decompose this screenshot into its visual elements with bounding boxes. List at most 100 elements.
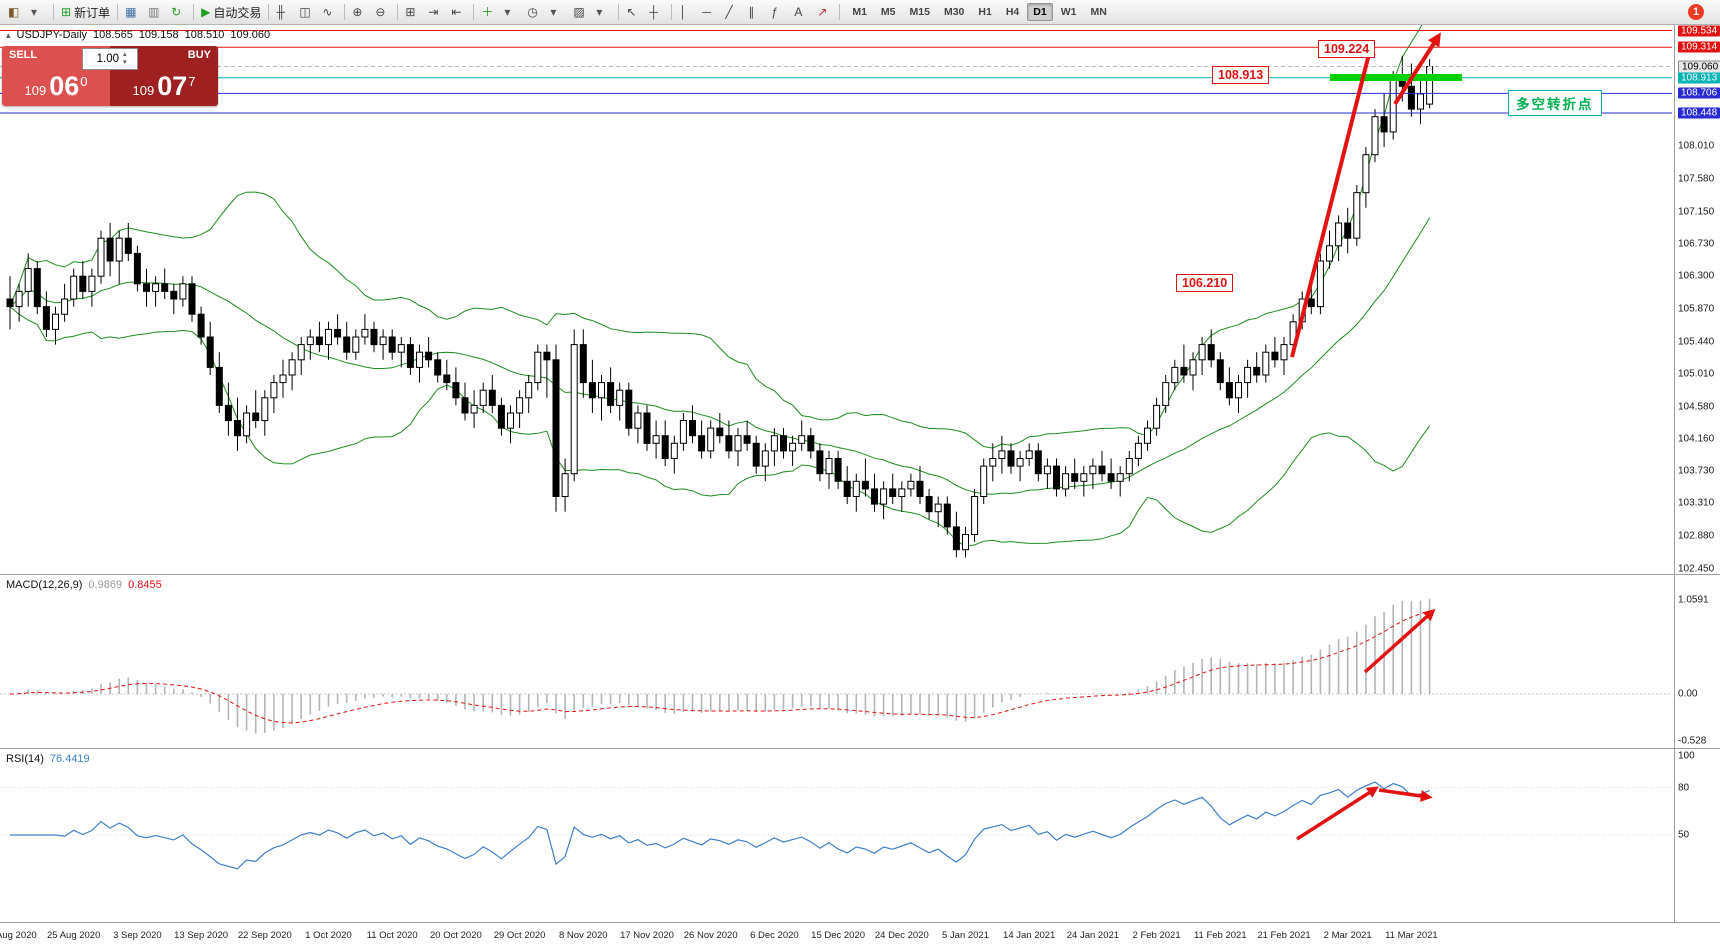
volume-increase-button[interactable]: ▴ <box>123 51 127 58</box>
timeframe-button-M15[interactable]: M15 <box>909 6 930 18</box>
low-value: 108.510 <box>184 29 225 41</box>
indicators-icon[interactable]: ＋ <box>477 2 500 23</box>
indicators-caret[interactable]: ▾ <box>500 2 523 23</box>
svg-text:16 Aug 2020: 16 Aug 2020 <box>0 930 37 941</box>
templates-icon: ▨ <box>573 5 585 19</box>
price-annotation-106210[interactable]: 106.210 <box>1176 274 1234 292</box>
tile-windows-icon[interactable]: ⊞ <box>401 2 424 23</box>
macd-indicator-label: MACD(12,26,9) 0.9869 0.8455 <box>6 579 162 591</box>
svg-text:8 Nov 2020: 8 Nov 2020 <box>559 930 608 941</box>
chart-shift-icon[interactable]: ⇤ <box>447 2 470 23</box>
chart-windows-icon[interactable]: ▦ <box>121 2 144 23</box>
price-annotation-109224[interactable]: 109.224 <box>1318 40 1376 58</box>
toolbar-separator <box>839 4 841 20</box>
autotrade-button[interactable]: ▶ 自动交易 <box>197 2 265 23</box>
timeframe-button-M5[interactable]: M5 <box>880 6 896 18</box>
vertical-line-icon[interactable]: │ <box>675 2 698 23</box>
arrows-icon: ↗ <box>817 5 828 19</box>
new-order-button[interactable]: ⊞ 新订单 <box>57 2 114 23</box>
text-icon[interactable]: A <box>790 2 813 23</box>
auto-scroll-icon[interactable]: ⇥ <box>424 2 447 23</box>
cursor-icon[interactable]: ↖ <box>622 2 645 23</box>
profiles-icon[interactable]: ▥ <box>144 2 167 23</box>
timeframe-button-W1[interactable]: W1 <box>1060 6 1077 18</box>
timeframe-button-M1[interactable]: M1 <box>852 6 867 18</box>
templates-caret: ▾ <box>596 5 603 19</box>
svg-text:13 Sep 2020: 13 Sep 2020 <box>174 930 228 941</box>
svg-text:11 Mar 2021: 11 Mar 2021 <box>1385 930 1438 941</box>
toolbar-separator <box>268 4 270 20</box>
new-chart-caret[interactable]: ▾ <box>27 2 50 23</box>
toolbar-separator <box>53 4 54 20</box>
chart-ohlc-header: ▴ USDJPY-Daily 108.565 109.158 108.510 1… <box>6 29 270 41</box>
refresh-icon[interactable]: ↻ <box>167 2 190 23</box>
toolbar-separator <box>671 4 673 20</box>
rsi-indicator-label: RSI(14) 76.4419 <box>6 753 90 765</box>
horizontal-line-icon: ─ <box>702 5 711 19</box>
new-chart-icon[interactable]: ◧ <box>4 2 27 23</box>
timeframe-button-MN[interactable]: MN <box>1090 6 1107 18</box>
zoom-out-icon[interactable]: ⊖ <box>371 2 394 23</box>
timeframe-button-H4[interactable]: H4 <box>1005 6 1020 18</box>
new-chart-icon: ◧ <box>8 5 20 19</box>
autotrade-icon: ▶ <box>201 5 211 19</box>
bar-chart-type-icon[interactable]: ╫ <box>272 2 295 23</box>
timeframe-toolbar: M1 M5 M15 M30 H1 H4 D1 W1 MN <box>845 3 1113 21</box>
green-highlight-line[interactable] <box>1330 74 1462 81</box>
timeframe-button-D1[interactable]: D1 <box>1027 3 1053 21</box>
trend-arrows[interactable] <box>1290 32 1441 841</box>
bid-price: 109 060 <box>24 71 88 101</box>
macd-main-value: 0.9869 <box>88 579 123 591</box>
turning-point-label[interactable]: 多空转折点 <box>1508 90 1602 116</box>
volume-decrease-button[interactable]: ▾ <box>123 59 127 66</box>
chart-shift-icon: ⇤ <box>451 5 462 19</box>
fibonacci-icon[interactable]: ƒ <box>767 2 790 23</box>
periods-icon: ◷ <box>527 5 538 19</box>
arrows-icon[interactable]: ↗ <box>813 2 836 23</box>
candlestick-chart-type-icon[interactable]: ◫ <box>295 2 318 23</box>
timeframe-button-M30[interactable]: M30 <box>943 6 965 18</box>
price-annotation-108913[interactable]: 108.913 <box>1212 66 1270 84</box>
svg-text:26 Nov 2020: 26 Nov 2020 <box>684 930 738 941</box>
notification-badge[interactable]: 1 <box>1688 4 1704 20</box>
templates-caret[interactable]: ▾ <box>592 2 615 23</box>
crosshair-icon[interactable]: ┼ <box>645 2 668 23</box>
symbol-timeframe-label: USDJPY-Daily <box>16 29 88 41</box>
line-chart-type-icon[interactable]: ∿ <box>318 2 341 23</box>
autotrade-button-label: 自动交易 <box>213 5 262 20</box>
svg-text:14 Jan 2021: 14 Jan 2021 <box>1003 930 1055 941</box>
svg-text:6 Dec 2020: 6 Dec 2020 <box>750 930 799 941</box>
volume-input[interactable] <box>83 52 121 66</box>
timeframe-button-H1[interactable]: H1 <box>978 6 992 18</box>
periods-icon[interactable]: ◷ <box>523 2 546 23</box>
vertical-line-icon: │ <box>679 5 687 19</box>
ask-price: 109 077 <box>132 71 196 101</box>
toolbar-separator <box>473 4 475 20</box>
trendline-icon[interactable]: ╱ <box>721 2 744 23</box>
periods-caret: ▾ <box>550 5 557 19</box>
panel-separators <box>0 24 1720 923</box>
toolbar-separator <box>117 4 119 20</box>
svg-text:17 Nov 2020: 17 Nov 2020 <box>620 930 674 941</box>
text-icon: A <box>794 5 803 19</box>
toolbar-separator <box>344 4 346 20</box>
horizontal-level-lines[interactable] <box>0 30 1672 114</box>
volume-spinner: ▴ ▾ <box>123 51 127 67</box>
date-axis[interactable]: 16 Aug 2020 25 Aug 2020 3 Sep 2020 13 Sep 2… <box>0 930 1438 941</box>
templates-icon[interactable]: ▨ <box>569 2 592 23</box>
one-click-toggle-icon[interactable]: ▴ <box>6 29 11 40</box>
zoom-in-icon[interactable]: ⊕ <box>348 2 371 23</box>
svg-text:20 Oct 2020: 20 Oct 2020 <box>430 930 482 941</box>
periods-caret[interactable]: ▾ <box>546 2 569 23</box>
horizontal-line-icon[interactable]: ─ <box>698 2 721 23</box>
svg-text:24 Jan 2021: 24 Jan 2021 <box>1067 930 1119 941</box>
channel-icon[interactable]: ∥ <box>744 2 767 23</box>
chart-windows-icon: ▦ <box>125 5 137 19</box>
rsi-indicator <box>0 781 1672 870</box>
trendline-icon: ╱ <box>725 5 733 19</box>
svg-text:21 Feb 2021: 21 Feb 2021 <box>1257 930 1310 941</box>
line-chart-type-icon: ∿ <box>322 5 333 19</box>
buy-label: BUY <box>187 49 211 61</box>
